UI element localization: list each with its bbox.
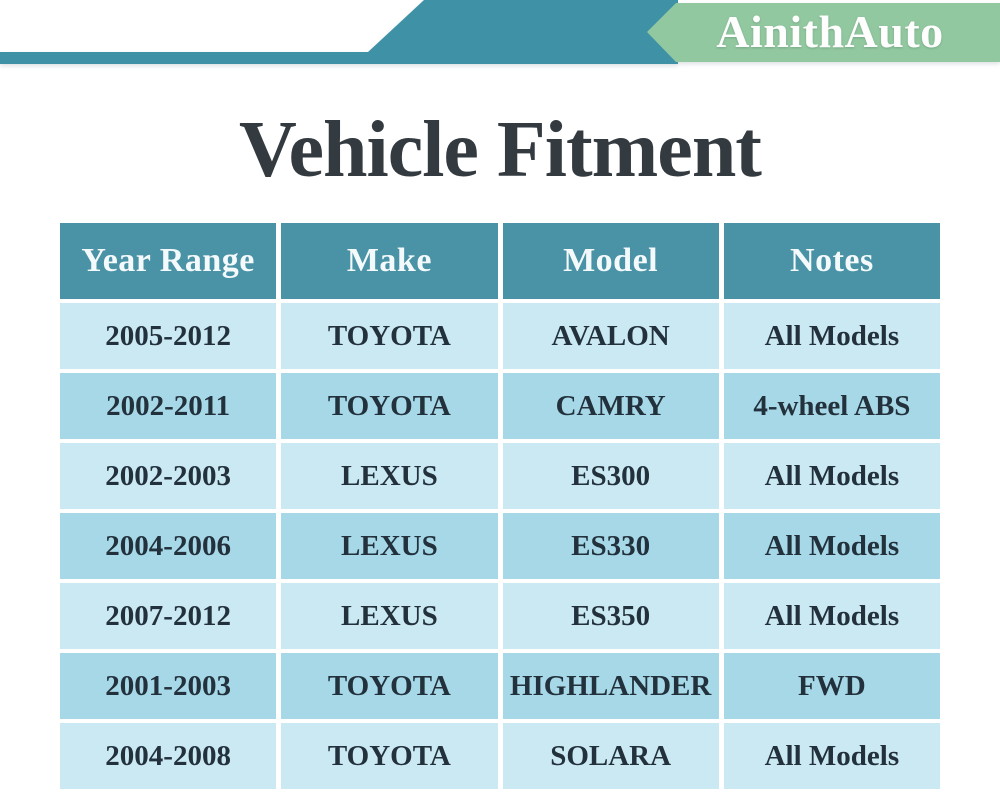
- table-cell-model-row-3: ES300: [502, 443, 719, 509]
- table-cell-year-range-row-3: 2002-2003: [60, 443, 277, 509]
- table-cell-model-row-1: AVALON: [502, 303, 719, 369]
- column-header-year-range: Year Range: [60, 223, 277, 299]
- table-cell-year-range-row-6: 2001-2003: [60, 653, 277, 719]
- table-cell-make-row-2: TOYOTA: [281, 373, 498, 439]
- brand-logo-text: AinithAuto: [716, 6, 944, 57]
- table-cell-notes-row-3: All Models: [723, 443, 940, 509]
- table-cell-make-row-7: TOYOTA: [281, 723, 498, 789]
- table-cell-make-row-5: LEXUS: [281, 583, 498, 649]
- fitment-table: Year Range Make Model Notes 2005-2012 TOY…: [60, 223, 940, 789]
- table-cell-year-range-row-4: 2004-2006: [60, 513, 277, 579]
- table-cell-notes-row-1: All Models: [723, 303, 940, 369]
- table-cell-year-range-row-5: 2007-2012: [60, 583, 277, 649]
- table-cell-year-range-row-1: 2005-2012: [60, 303, 277, 369]
- column-header-model: Model: [502, 223, 719, 299]
- table-cell-notes-row-5: All Models: [723, 583, 940, 649]
- table-cell-model-row-7: SOLARA: [502, 723, 719, 789]
- table-cell-notes-row-2: 4-wheel ABS: [723, 373, 940, 439]
- banner-green-ribbon: [647, 3, 1000, 62]
- table-cell-make-row-6: TOYOTA: [281, 653, 498, 719]
- table-cell-make-row-3: LEXUS: [281, 443, 498, 509]
- table-cell-make-row-4: LEXUS: [281, 513, 498, 579]
- page-title: Vehicle Fitment: [239, 106, 762, 194]
- table-cell-year-range-row-2: 2002-2011: [60, 373, 277, 439]
- table-cell-model-row-6: HIGHLANDER: [502, 653, 719, 719]
- banner-teal-ribbon: [0, 0, 678, 64]
- table-cell-model-row-2: CAMRY: [502, 373, 719, 439]
- table-cell-year-range-row-7: 2004-2008: [60, 723, 277, 789]
- banner-ribbon-graphic: [0, 0, 1000, 64]
- brand-banner: AinithAuto: [0, 0, 1000, 70]
- table-cell-make-row-1: TOYOTA: [281, 303, 498, 369]
- table-cell-notes-row-4: All Models: [723, 513, 940, 579]
- table-cell-model-row-5: ES350: [502, 583, 719, 649]
- column-header-notes: Notes: [723, 223, 940, 299]
- table-cell-notes-row-7: All Models: [723, 723, 940, 789]
- column-header-make: Make: [281, 223, 498, 299]
- table-cell-notes-row-6: FWD: [723, 653, 940, 719]
- table-cell-model-row-4: ES330: [502, 513, 719, 579]
